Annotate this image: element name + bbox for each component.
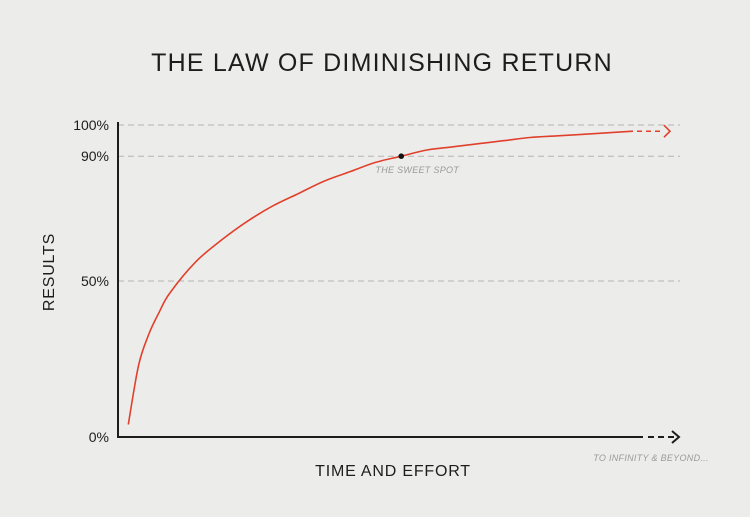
series-layer: [127, 124, 672, 425]
grid-lines: [118, 124, 680, 282]
y-axis-label: RESULTS: [41, 233, 58, 311]
y-tick-labels: 0% 50% 90% 100%: [73, 117, 109, 445]
y-tick-label: 90%: [81, 148, 109, 164]
y-tick-label: 0%: [89, 429, 109, 445]
chart-title: THE LAW OF DIMINISHING RETURN: [151, 49, 613, 77]
annotation-layer: THE SWEET SPOT: [375, 153, 460, 175]
x-axis-label: TIME AND EFFORT: [315, 463, 471, 480]
y-tick-label: 50%: [81, 273, 109, 289]
curve-arrow-icon: [663, 124, 672, 138]
sweet-spot-point: [398, 153, 405, 159]
series-curve: [127, 130, 634, 425]
x-axis-note: TO INFINITY & BEYOND...: [593, 453, 709, 463]
axes: [117, 122, 681, 444]
sweet-spot-label: THE SWEET SPOT: [375, 165, 460, 175]
x-axis-arrow-icon: [671, 430, 681, 444]
y-tick-label: 100%: [73, 117, 109, 133]
